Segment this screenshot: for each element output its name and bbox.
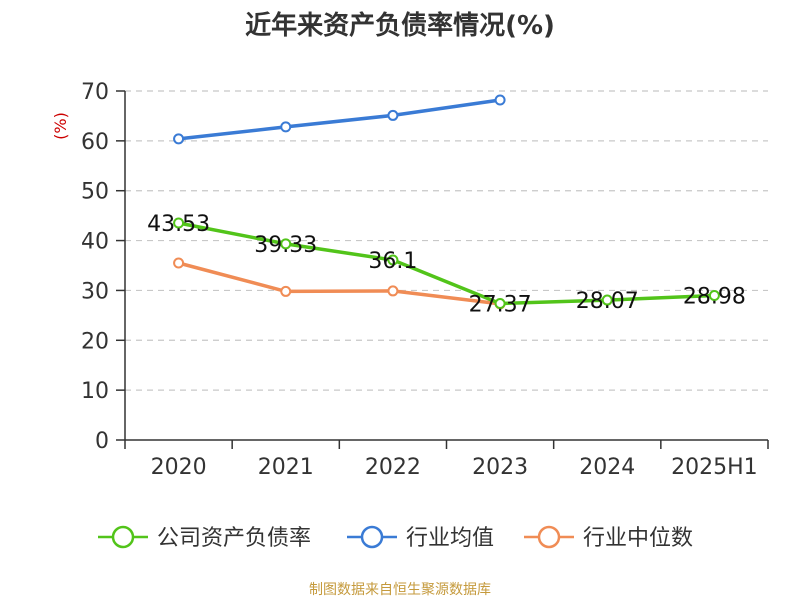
legend-item: 行业中位数 [524,525,693,551]
legend: 公司资产负债率 行业均值 行业中位数 [98,525,693,551]
legend-label: 公司资产负债率 [157,526,311,551]
data-point [280,238,292,250]
series-line [176,98,502,141]
legend-marker [537,525,561,549]
y-tick-label: 60 [81,130,109,155]
data-point [387,285,399,297]
series-line [176,261,502,306]
axis-layer: 0 10 20 30 40 50 60 70 2020 2021 2022 2023 2024 2025H… [81,80,769,480]
data-label: 36.1 [368,249,417,274]
series-layer [173,94,720,310]
data-point [494,94,506,106]
series-line [176,221,717,306]
data-point [387,109,399,121]
x-tick-label: 2021 [258,455,314,480]
x-tick-label: 2022 [365,455,421,480]
legend-marker [111,525,135,549]
data-point [494,298,506,310]
legend-item: 公司资产负债率 [98,525,311,551]
legend-item: 行业均值 [347,525,494,551]
y-tick-label: 10 [81,379,109,404]
y-tick-label: 50 [81,180,109,205]
source-note: 制图数据来自恒生聚源数据库 [309,582,491,598]
data-point [173,133,185,145]
data-point [280,121,292,133]
y-tick-label: 70 [81,80,109,105]
data-point [387,254,399,266]
x-tick-label: 2020 [151,455,207,480]
data-point [708,290,720,302]
data-label: 27.37 [469,293,532,318]
legend-label: 行业均值 [406,526,494,551]
data-label: 43.53 [147,212,210,237]
data-point [280,285,292,297]
x-tick-label: 2025H1 [671,455,758,480]
data-point [173,257,185,269]
legend-marker [360,525,384,549]
data-label: 28.98 [683,285,746,310]
y-tick-label: 40 [81,230,109,255]
y-tick-label: 20 [81,329,109,354]
data-point [173,217,185,229]
y-tick-label: 0 [95,429,109,454]
grid-layer [125,90,768,391]
data-label: 39.33 [254,233,317,258]
x-tick-label: 2024 [579,455,635,480]
legend-label: 行业中位数 [583,526,693,551]
chart-title: 近年来资产负债率情况(%) [245,10,555,41]
y-axis-unit: (%) [51,112,70,140]
y-tick-label: 30 [81,279,109,304]
x-tick-label: 2023 [472,455,528,480]
data-label: 28.07 [576,289,639,314]
data-point [601,294,613,306]
label-layer: 43.53 39.33 36.1 27.37 28.07 28.98 [147,212,746,318]
